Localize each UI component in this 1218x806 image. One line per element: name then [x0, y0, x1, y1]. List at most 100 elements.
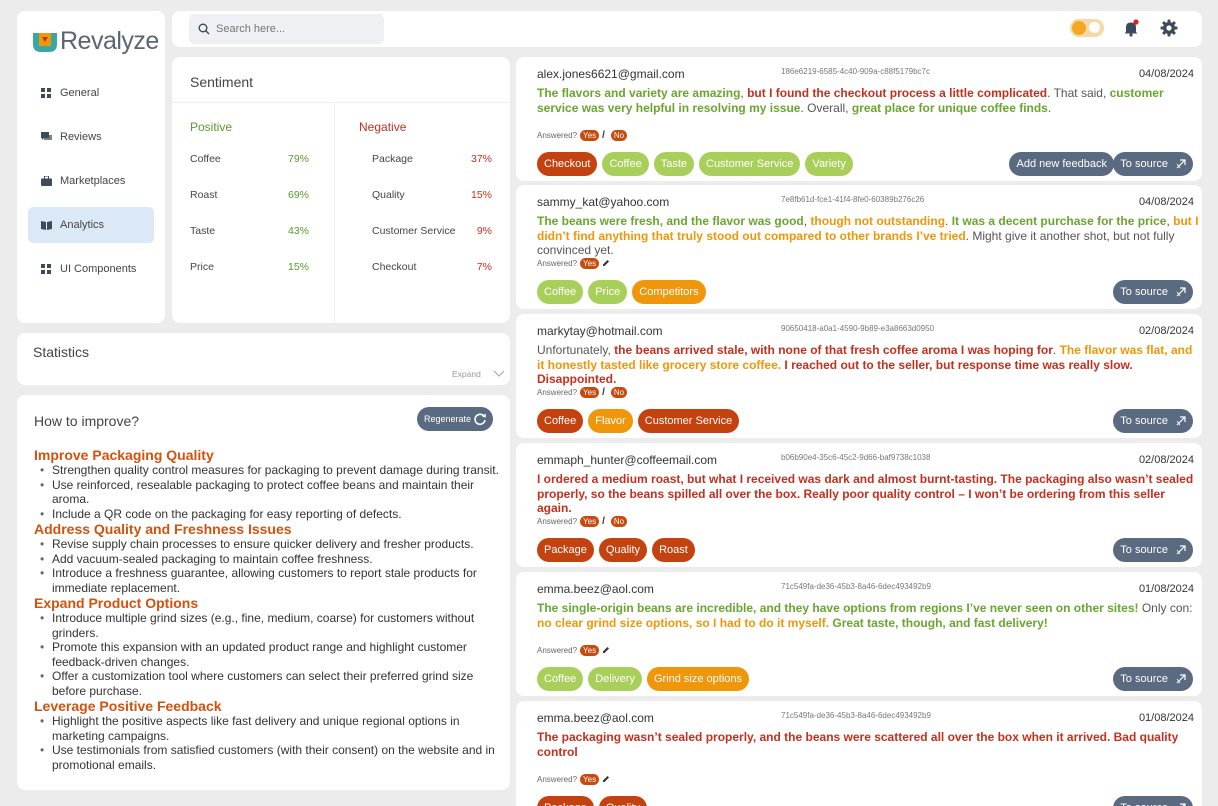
to-source-button[interactable]: To source — [1113, 667, 1193, 691]
review-card: emma.beez@aol.com 71c549fa-de36-45b3-8a46… — [516, 572, 1202, 696]
tag-list: Coffee Flavor Customer Service — [537, 409, 744, 433]
to-source-button[interactable]: To source — [1113, 538, 1193, 562]
answered-yes-button[interactable]: Yes — [580, 774, 600, 785]
to-source-label: To source — [1120, 673, 1168, 685]
tag[interactable]: Customer Service — [699, 152, 801, 176]
answered-no-button[interactable]: No — [610, 387, 628, 398]
tag[interactable]: Price — [588, 280, 628, 304]
chevron-down-icon[interactable] — [493, 369, 505, 379]
bell-icon[interactable] — [1122, 19, 1140, 37]
add-feedback-button[interactable]: Add new feedback — [1009, 152, 1114, 176]
tag[interactable]: Grind size options — [646, 667, 749, 691]
statistics-title: Statistics — [33, 344, 90, 360]
answered-label: Answered? — [537, 517, 578, 526]
answered-row: Answered? Yes / No — [537, 387, 628, 398]
tag[interactable]: Coffee — [602, 152, 649, 176]
sidebar: Revalyze General Reviews Marketplaces Analy… — [17, 11, 165, 323]
answered-no-button[interactable]: No — [610, 130, 628, 141]
edit-icon[interactable] — [602, 775, 610, 785]
review-email: markytay@hotmail.com — [537, 324, 663, 338]
to-source-button[interactable]: To source — [1113, 409, 1193, 433]
to-source-label: To source — [1120, 286, 1168, 298]
to-source-button[interactable]: To source — [1113, 796, 1193, 806]
gear-icon[interactable] — [1160, 19, 1178, 37]
review-text-segment: but I didn’t find anything that truly st… — [537, 214, 1199, 243]
review-id: 71c549fa-de36-45b3-8a46-6dec493492b9 — [781, 711, 931, 720]
tag[interactable]: Package — [537, 538, 594, 562]
sidebar-item-label: General — [60, 87, 100, 99]
answered-label: Answered? — [537, 259, 578, 268]
search-box[interactable] — [189, 14, 384, 44]
tag[interactable]: Roast — [652, 538, 695, 562]
improve-item: Promote this expansion with an updated p… — [40, 640, 499, 669]
review-text: The flavors and variety are amazing, but… — [537, 86, 1199, 115]
answered-yes-button[interactable]: Yes — [580, 516, 600, 527]
positive-item-value: 69% — [287, 189, 309, 201]
review-text-segment: , — [803, 214, 811, 228]
tag-list: Coffee Price Competitors — [537, 280, 711, 304]
divider — [334, 103, 335, 323]
review-text-segment: . — [1047, 100, 1052, 115]
tag[interactable]: Quality — [598, 538, 648, 562]
answered-row: Answered? Yes — [537, 645, 610, 656]
answered-yes-button[interactable]: Yes — [580, 258, 600, 269]
sidebar-item-analytics[interactable]: Analytics — [28, 207, 154, 243]
review-id: 90650418-a0a1-4590-9b89-e3a8663d0950 — [781, 324, 935, 333]
sidebar-item-ui-components[interactable]: UI Components — [28, 251, 154, 287]
statistics-panel: Statistics Expand — [17, 333, 510, 385]
edit-icon[interactable] — [602, 259, 610, 269]
sidebar-item-marketplaces[interactable]: Marketplaces — [28, 163, 154, 199]
tag[interactable]: Delivery — [588, 667, 642, 691]
review-text-segment: , — [740, 86, 748, 100]
regenerate-label: Regenerate — [424, 414, 472, 424]
review-text: I ordered a medium roast, but what I rec… — [537, 472, 1199, 516]
positive-item-value: 15% — [287, 261, 309, 273]
tag[interactable]: Package — [537, 796, 594, 806]
answered-yes-button[interactable]: Yes — [580, 387, 600, 398]
improve-section-list: Strengthen quality control measures for … — [34, 463, 499, 521]
review-text-segment: . Might give it another shot, but not fu… — [537, 228, 1175, 258]
tag[interactable]: Variety — [805, 152, 853, 176]
logo[interactable]: Revalyze — [32, 27, 159, 56]
to-source-button[interactable]: To source — [1113, 152, 1193, 176]
expand-link[interactable]: Expand — [452, 369, 481, 379]
tag[interactable]: Coffee — [537, 280, 584, 304]
tag[interactable]: Flavor — [588, 409, 633, 433]
improve-section-list: Revise supply chain processes to ensure … — [34, 537, 499, 595]
top-bar — [172, 11, 1202, 47]
tag[interactable]: Quality — [598, 796, 648, 806]
theme-toggle[interactable] — [1070, 19, 1104, 37]
edit-icon[interactable] — [602, 646, 610, 656]
review-date: 01/08/2024 — [1138, 583, 1194, 595]
tag[interactable]: Competitors — [632, 280, 706, 304]
sidebar-item-general[interactable]: General — [28, 75, 154, 111]
sidebar-nav: General Reviews Marketplaces Analytics UI Co… — [28, 75, 154, 295]
refresh-icon — [474, 413, 486, 426]
negative-item-label: Package — [372, 153, 413, 165]
answered-yes-button[interactable]: Yes — [580, 645, 600, 656]
sidebar-item-reviews[interactable]: Reviews — [28, 119, 154, 155]
tag[interactable]: Customer Service — [637, 409, 740, 433]
external-link-icon — [1172, 159, 1186, 169]
tag[interactable]: Checkout — [537, 152, 598, 176]
improve-item: Introduce multiple grind sizes (e.g., fi… — [40, 611, 499, 640]
review-text-segment: , — [744, 343, 751, 357]
sentiment-panel: Sentiment Positive Negative Coffee 79% Roa… — [172, 57, 510, 323]
regenerate-button[interactable]: Regenerate — [417, 407, 493, 431]
positive-item-label: Price — [190, 261, 214, 273]
search-input[interactable] — [216, 23, 376, 35]
tag[interactable]: Coffee — [537, 667, 584, 691]
answered-yes-button[interactable]: Yes — [580, 130, 600, 141]
logo-icon — [33, 32, 57, 52]
improve-item: Revise supply chain processes to ensure … — [40, 537, 499, 552]
review-card: markytay@hotmail.com 90650418-a0a1-4590-9… — [516, 314, 1202, 438]
to-source-button[interactable]: To source — [1113, 280, 1193, 304]
review-text: The packaging wasn’t sealed properly, an… — [537, 730, 1199, 759]
negative-item-label: Customer Service — [372, 225, 456, 237]
tag[interactable]: Taste — [653, 152, 694, 176]
review-card: sammy_kat@yahoo.com 7e8fb61d-fce1-41f4-8f… — [516, 185, 1202, 309]
tag[interactable]: Coffee — [537, 409, 584, 433]
answered-no-button[interactable]: No — [610, 516, 628, 527]
review-text-segment: I ordered a medium roast, but what I rec… — [537, 472, 1194, 515]
review-text-segment: I reached out to the seller, but respons… — [537, 357, 1133, 387]
